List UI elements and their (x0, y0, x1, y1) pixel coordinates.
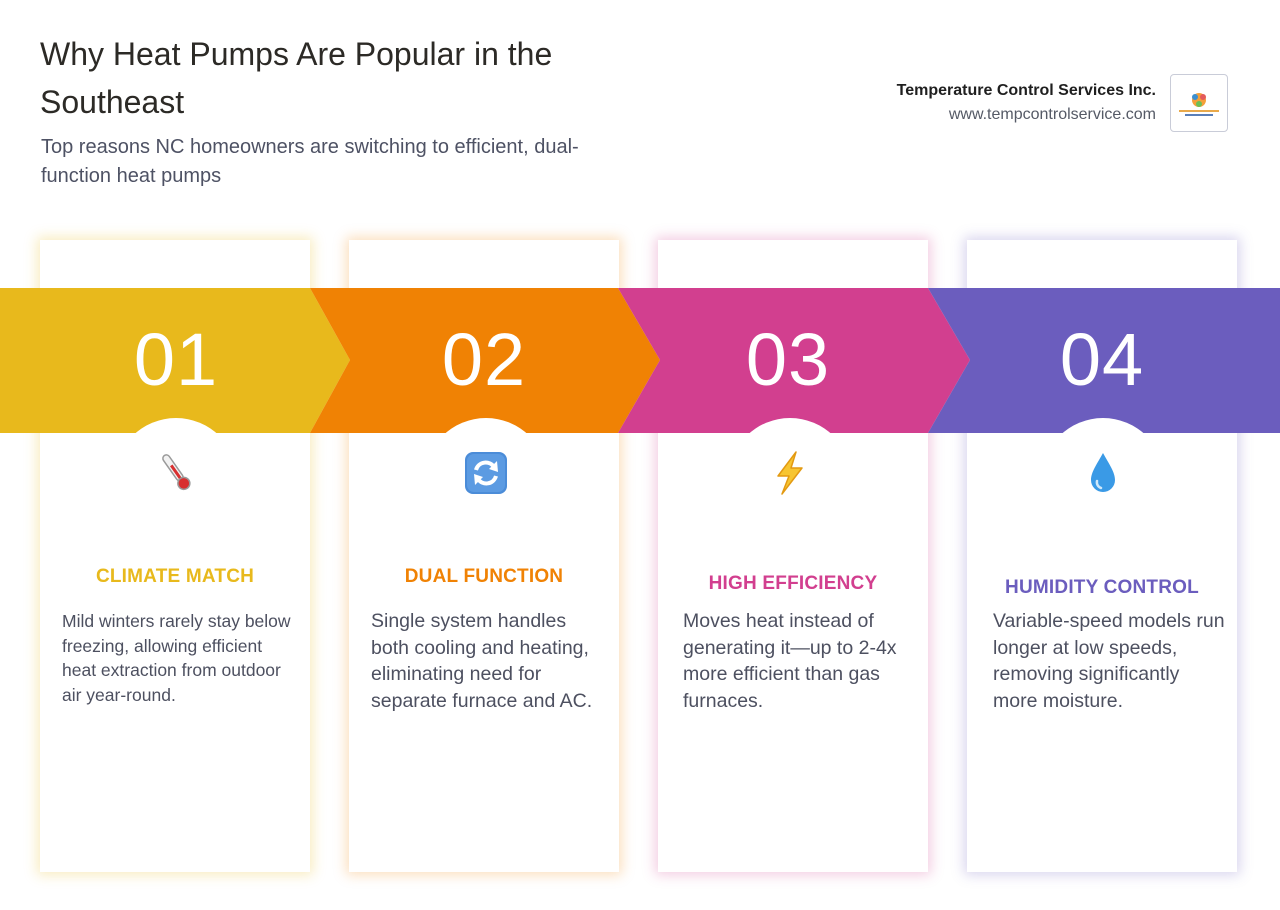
icon-badge (114, 418, 238, 542)
step-number: 02 (441, 318, 527, 401)
card-description: Moves heat instead of generating it—up t… (683, 610, 897, 712)
arrow-segment-3 (618, 288, 970, 433)
arrow-segment-2 (310, 288, 660, 433)
lightning-bolt-icon (760, 448, 820, 498)
card-title: HUMIDITY CONTROL (1005, 577, 1199, 598)
step-number: 03 (745, 318, 831, 401)
brand-url[interactable]: www.tempcontrolservice.com (948, 106, 1156, 123)
brand-block: Temperature Control Services Inc. www.te… (897, 80, 1156, 128)
arrow-segment-1 (0, 288, 350, 433)
card-title: CLIMATE MATCH (95, 566, 255, 587)
page-subtitle: Top reasons NC homeowners are switching … (41, 136, 579, 187)
step-arrow-banner (0, 288, 1280, 433)
card-description: Mild winters rarely stay below freezing,… (62, 611, 291, 705)
thermometer-icon (146, 448, 206, 498)
step-number: 01 (133, 318, 219, 401)
card-title: HIGH EFFICIENCY (708, 573, 878, 594)
water-droplet-icon (1073, 448, 1133, 498)
company-logo-icon (1170, 74, 1228, 132)
arrow-segment-4 (928, 288, 1280, 433)
page-title: Why Heat Pumps Are Popular in the Southe… (40, 36, 553, 120)
step-number: 04 (1059, 318, 1145, 401)
cycle-arrows-icon (456, 448, 516, 498)
card-description: Variable-speed models run longer at low … (993, 610, 1225, 712)
brand-name: Temperature Control Services Inc. (896, 82, 1156, 99)
card-title: DUAL FUNCTION (404, 566, 564, 587)
card-description: Single system handles both cooling and h… (371, 610, 593, 712)
